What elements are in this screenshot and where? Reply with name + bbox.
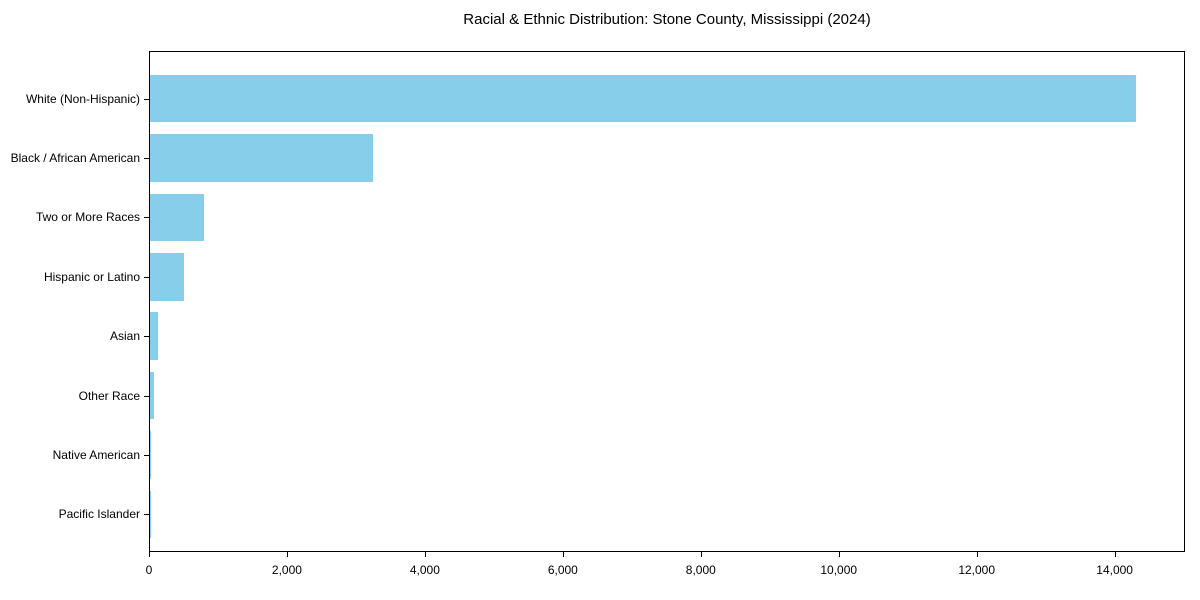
bar-native-american: [150, 431, 152, 479]
bar-pacific-islander: [150, 490, 151, 539]
y-tick-label-pacific-islander: Pacific Islander: [58, 507, 140, 522]
y-tick-label-two-or-more-races: Two or More Races: [35, 210, 140, 225]
x-tick-label-8000: 8,000: [685, 563, 716, 577]
plot-area: [149, 51, 1185, 552]
chart-title: Racial & Ethnic Distribution: Stone Coun…: [463, 11, 871, 28]
x-tick-label-12000: 12,000: [958, 563, 996, 577]
y-tick-mark: [144, 514, 149, 515]
y-tick-label-other-race: Other Race: [78, 388, 140, 403]
y-tick-label-white-non-hispanic: White (Non-Hispanic): [25, 91, 140, 106]
x-tick-label-6000: 6,000: [547, 563, 578, 577]
x-tick-mark: [1115, 552, 1116, 557]
x-tick-mark: [425, 552, 426, 557]
bar-asian: [150, 312, 158, 360]
y-tick-mark: [144, 99, 149, 100]
x-tick-label-4000: 4,000: [409, 563, 440, 577]
x-tick-label-14000: 14,000: [1096, 563, 1133, 577]
x-tick-label-10000: 10,000: [820, 563, 858, 577]
x-tick-label-0: 0: [145, 563, 153, 577]
x-tick-mark: [839, 552, 840, 557]
x-tick-mark: [149, 552, 150, 557]
bar-two-or-more-races: [150, 193, 205, 242]
y-tick-label-black-african-american: Black / African American: [10, 151, 140, 166]
x-tick-label-2000: 2,000: [271, 563, 302, 577]
y-tick-label-hispanic-or-latino: Hispanic or Latino: [43, 269, 140, 284]
bar-white-non-hispanic: [150, 74, 1137, 123]
y-tick-label-asian: Asian: [109, 329, 140, 344]
bar-black-african-american: [150, 134, 374, 182]
bar-other-race: [150, 371, 155, 420]
y-tick-mark: [144, 396, 149, 397]
y-tick-mark: [144, 455, 149, 456]
y-tick-mark: [144, 277, 149, 278]
y-tick-mark: [144, 336, 149, 337]
bar-hispanic-or-latino: [150, 253, 185, 301]
x-tick-mark: [287, 552, 288, 557]
x-tick-mark: [563, 552, 564, 557]
x-tick-mark: [977, 552, 978, 557]
y-tick-mark: [144, 158, 149, 159]
y-tick-mark: [144, 217, 149, 218]
y-tick-label-native-american: Native American: [52, 447, 140, 462]
x-tick-mark: [701, 552, 702, 557]
